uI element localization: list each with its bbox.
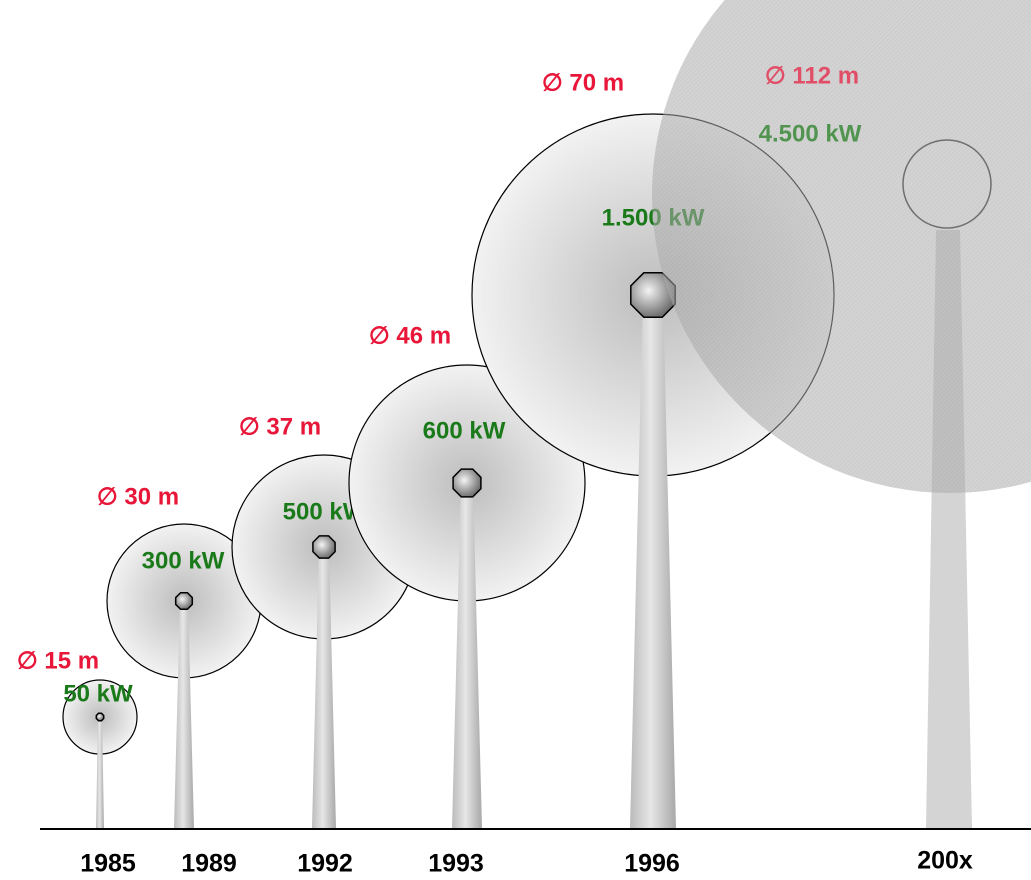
diameter-label: ∅ 70 m <box>542 69 624 96</box>
tower <box>174 601 194 828</box>
hub <box>174 591 194 611</box>
tower <box>452 483 482 828</box>
year-label: 1993 <box>428 850 484 878</box>
diameter-label: ∅ 46 m <box>369 322 451 349</box>
hub <box>95 712 105 722</box>
power-label: 50 kW <box>63 680 133 707</box>
hub <box>902 139 992 229</box>
tower <box>96 717 104 828</box>
diameter-label: ∅ 30 m <box>97 483 179 510</box>
rotor <box>652 0 1031 493</box>
power-label: 4.500 kW <box>759 120 862 147</box>
power-label: 300 kW <box>142 547 225 574</box>
tower <box>312 547 336 828</box>
diameter-label: ∅ 15 m <box>17 647 99 674</box>
tower <box>630 295 676 828</box>
year-label: 200x <box>917 847 973 875</box>
year-label: 1985 <box>80 850 136 878</box>
year-label: 1996 <box>624 850 680 878</box>
diameter-label: ∅ 112 m <box>765 62 859 89</box>
year-label: 1989 <box>181 850 237 878</box>
power-label: 600 kW <box>423 417 506 444</box>
year-label: 1992 <box>297 850 353 878</box>
hub <box>452 468 482 498</box>
hub <box>312 535 336 559</box>
diameter-label: ∅ 37 m <box>239 413 321 440</box>
